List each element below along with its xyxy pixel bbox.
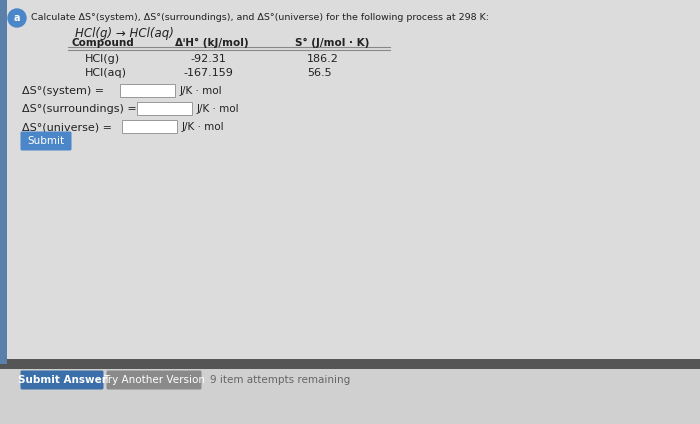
Text: ΔS°(universe) =: ΔS°(universe) =	[22, 122, 112, 132]
Bar	[0, 359, 700, 369]
Text: Submit: Submit	[27, 136, 64, 146]
FancyBboxPatch shape	[20, 371, 104, 390]
Text: -167.159: -167.159	[183, 68, 233, 78]
Text: Calculate ΔS°(system), ΔS°(surroundings), and ΔS°(universe) for the following pr: Calculate ΔS°(system), ΔS°(surroundings)…	[31, 14, 489, 22]
Text: Submit Answer: Submit Answer	[18, 375, 106, 385]
Text: J/K · mol: J/K · mol	[197, 104, 239, 114]
Text: 56.5: 56.5	[307, 68, 332, 78]
Bar	[120, 84, 175, 97]
Text: 9 item attempts remaining: 9 item attempts remaining	[210, 375, 350, 385]
Text: HCl(aq): HCl(aq)	[85, 68, 127, 78]
FancyBboxPatch shape	[20, 131, 71, 151]
Text: HCl(g): HCl(g)	[85, 54, 120, 64]
Bar	[0, 0, 7, 364]
Text: Try Another Version: Try Another Version	[103, 375, 205, 385]
Circle shape	[8, 9, 26, 27]
Text: ΔS°(surroundings) =: ΔS°(surroundings) =	[22, 104, 136, 114]
Bar	[122, 120, 177, 133]
Text: J/K · mol: J/K · mol	[182, 122, 225, 132]
Text: ΔⁱH° (kJ/mol): ΔⁱH° (kJ/mol)	[175, 38, 248, 48]
Text: -92.31: -92.31	[190, 54, 226, 64]
Bar	[0, 364, 700, 424]
Text: ΔS°(system) =: ΔS°(system) =	[22, 86, 104, 96]
Text: HCl(g) → HCl(aq): HCl(g) → HCl(aq)	[75, 28, 174, 41]
Bar	[137, 102, 192, 115]
Bar	[0, 0, 700, 364]
Text: a: a	[14, 13, 20, 23]
FancyBboxPatch shape	[106, 371, 202, 390]
Text: S° (J/mol · K): S° (J/mol · K)	[295, 38, 370, 48]
Text: J/K · mol: J/K · mol	[180, 86, 223, 96]
Text: 186.2: 186.2	[307, 54, 339, 64]
Text: Compound: Compound	[72, 38, 134, 48]
